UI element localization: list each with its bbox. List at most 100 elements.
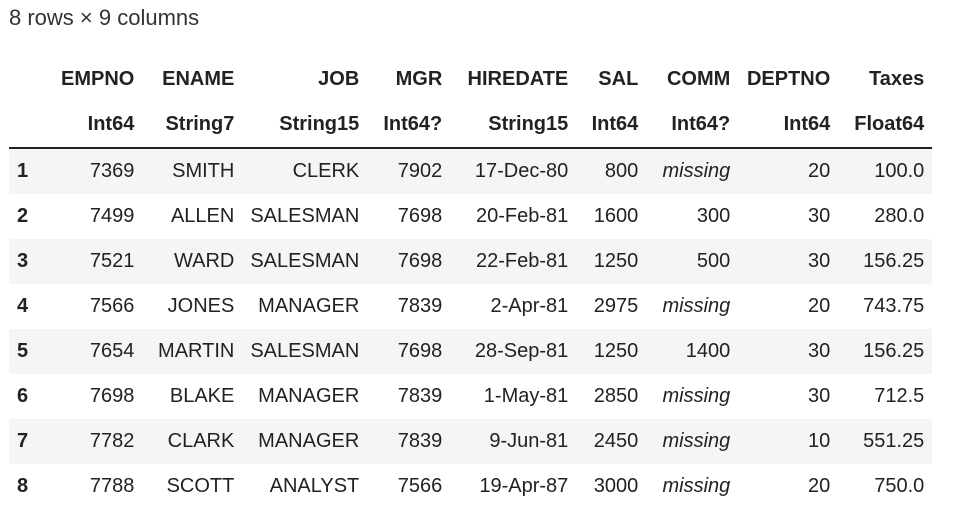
table-cell: 7698 <box>53 374 143 419</box>
column-header: COMM <box>666 68 731 90</box>
table-cell: missing <box>646 148 739 194</box>
table-cell: missing <box>646 464 739 509</box>
table-cell: 156.25 <box>838 329 933 374</box>
table-cell: 7654 <box>53 329 143 374</box>
table-cell: 7521 <box>53 239 143 284</box>
row-index: 7 <box>9 419 53 464</box>
table-cell: BLAKE <box>142 374 243 419</box>
table-cell: MANAGER <box>242 419 368 464</box>
table-row: 4 7566 JONES MANAGER 7839 2-Apr-81 2975 … <box>9 284 933 329</box>
column-type: Int64? <box>646 102 739 149</box>
column-header: HIREDATE <box>467 68 569 90</box>
table-cell: 20 <box>738 148 839 194</box>
table-cell: SALESMAN <box>242 329 368 374</box>
table-cell: 750.0 <box>838 464 933 509</box>
column-type: String15 <box>242 102 368 149</box>
table-row: 3 7521 WARD SALESMAN 7698 22-Feb-81 1250… <box>9 239 933 284</box>
table-cell: SMITH <box>142 148 243 194</box>
table-cell: 20-Feb-81 <box>450 194 577 239</box>
table-cell: 1250 <box>576 329 647 374</box>
table-cell: SALESMAN <box>242 239 368 284</box>
table-cell: 7788 <box>53 464 143 509</box>
table-row: 1 7369 SMITH CLERK 7902 17-Dec-80 800 mi… <box>9 148 933 194</box>
row-index: 8 <box>9 464 53 509</box>
table-cell: 100.0 <box>838 148 933 194</box>
table-cell: ALLEN <box>142 194 243 239</box>
table-cell: 7839 <box>367 374 451 419</box>
column-type: String15 <box>450 102 577 149</box>
table-cell: 7369 <box>53 148 143 194</box>
row-index: 6 <box>9 374 53 419</box>
table-row: 5 7654 MARTIN SALESMAN 7698 28-Sep-81 12… <box>9 329 933 374</box>
table-cell: missing <box>646 374 739 419</box>
table-cell: 7782 <box>53 419 143 464</box>
table-cell: 30 <box>738 239 839 284</box>
table-cell: 7499 <box>53 194 143 239</box>
table-cell: 17-Dec-80 <box>450 148 577 194</box>
table-cell: 7698 <box>367 239 451 284</box>
table-cell: 1400 <box>646 329 739 374</box>
table-cell: 30 <box>738 194 839 239</box>
table-cell: 7839 <box>367 419 451 464</box>
table-cell: CLERK <box>242 148 368 194</box>
table-row: 8 7788 SCOTT ANALYST 7566 19-Apr-87 3000… <box>9 464 933 509</box>
table-cell: 22-Feb-81 <box>450 239 577 284</box>
index-type-header <box>9 102 53 149</box>
column-type: Int64 <box>53 102 143 149</box>
column-header: MGR <box>395 68 443 90</box>
table-cell: 551.25 <box>838 419 933 464</box>
table-row: 2 7499 ALLEN SALESMAN 7698 20-Feb-81 160… <box>9 194 933 239</box>
table-cell: 10 <box>738 419 839 464</box>
table-cell: 2450 <box>576 419 647 464</box>
table-cell: 743.75 <box>838 284 933 329</box>
column-header: SAL <box>598 68 639 90</box>
table-cell: JONES <box>142 284 243 329</box>
dataframe-table: EMPNO ENAME JOB MGR HIREDATE SAL COMM DE… <box>9 57 933 509</box>
table-cell: MANAGER <box>242 284 368 329</box>
row-index: 4 <box>9 284 53 329</box>
table-summary: 8 rows × 9 columns <box>9 5 200 30</box>
table-cell: 7698 <box>367 194 451 239</box>
table-cell: 19-Apr-87 <box>450 464 577 509</box>
row-index: 1 <box>9 148 53 194</box>
column-type: Int64? <box>367 102 451 149</box>
table-cell: 30 <box>738 374 839 419</box>
table-cell: 2850 <box>576 374 647 419</box>
column-header: EMPNO <box>61 68 135 90</box>
table-cell: MANAGER <box>242 374 368 419</box>
index-header <box>9 57 53 102</box>
table-cell: 28-Sep-81 <box>450 329 577 374</box>
column-type: Float64 <box>838 102 933 149</box>
table-cell: 7566 <box>53 284 143 329</box>
table-cell: missing <box>646 284 739 329</box>
table-cell: 1250 <box>576 239 647 284</box>
table-cell: 30 <box>738 329 839 374</box>
column-type-row: Int64 String7 String15 Int64? String15 I… <box>9 102 933 149</box>
table-cell: ANALYST <box>242 464 368 509</box>
table-cell: 7698 <box>367 329 451 374</box>
row-index: 3 <box>9 239 53 284</box>
column-type: String7 <box>142 102 243 149</box>
table-cell: 500 <box>646 239 739 284</box>
column-type: Int64 <box>738 102 839 149</box>
table-cell: 7566 <box>367 464 451 509</box>
column-header: DEPTNO <box>746 68 831 90</box>
table-cell: 7902 <box>367 148 451 194</box>
column-type: Int64 <box>576 102 647 149</box>
table-cell: 156.25 <box>838 239 933 284</box>
column-name-row: EMPNO ENAME JOB MGR HIREDATE SAL COMM DE… <box>9 57 932 102</box>
row-index: 2 <box>9 194 53 239</box>
table-cell: SALESMAN <box>242 194 368 239</box>
column-header: JOB <box>318 68 360 90</box>
table-row: 6 7698 BLAKE MANAGER 7839 1-May-81 2850 … <box>9 374 933 419</box>
column-header: Taxes <box>869 68 925 90</box>
table-row: 7 7782 CLARK MANAGER 7839 9-Jun-81 2450 … <box>9 419 933 464</box>
table-cell: SCOTT <box>142 464 243 509</box>
table-cell: 280.0 <box>838 194 933 239</box>
table-cell: CLARK <box>142 419 243 464</box>
table-cell: 9-Jun-81 <box>450 419 577 464</box>
table-cell: 2975 <box>576 284 647 329</box>
table-cell: 300 <box>646 194 739 239</box>
table-cell: 2-Apr-81 <box>450 284 577 329</box>
table-cell: 800 <box>576 148 647 194</box>
